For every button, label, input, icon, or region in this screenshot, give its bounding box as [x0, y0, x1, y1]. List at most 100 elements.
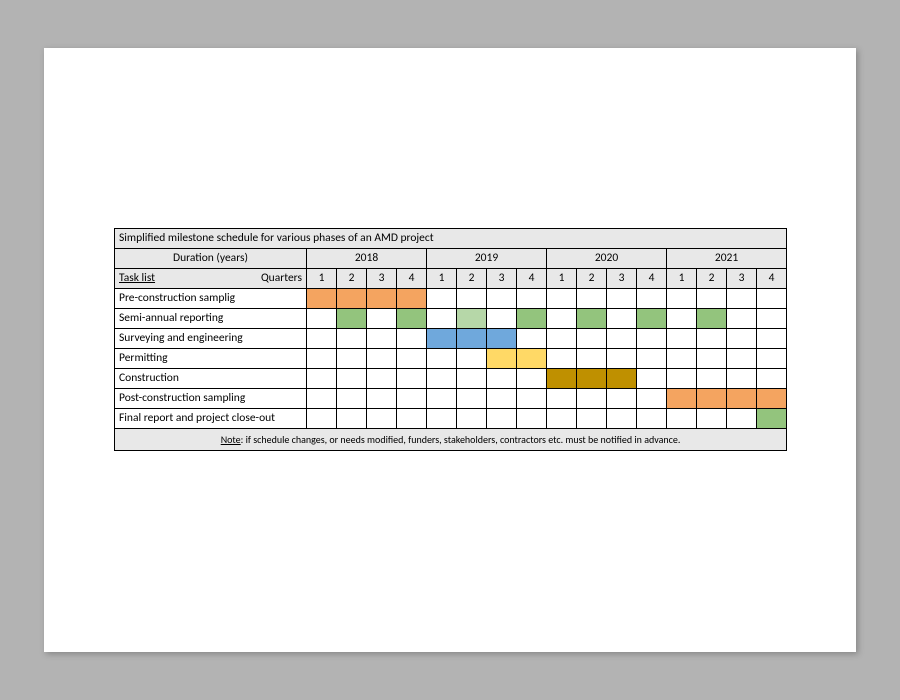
gantt-cell: [667, 289, 697, 309]
gantt-cell: [397, 369, 427, 389]
gantt-cell: [487, 369, 517, 389]
tasklist-label-right: Quarters: [261, 272, 302, 285]
gantt-cell: [757, 289, 787, 309]
gantt-cell: [397, 409, 427, 429]
gantt-cell: [697, 329, 727, 349]
gantt-chart: Simplified milestone schedule for variou…: [114, 228, 784, 451]
gantt-cell: [637, 349, 667, 369]
gantt-cell: [337, 389, 367, 409]
gantt-cell: [517, 289, 547, 309]
gantt-cell: [457, 349, 487, 369]
gantt-cell: [457, 409, 487, 429]
tasklist-header: Task list Quarters: [115, 269, 307, 289]
task-name: Surveying and engineering: [115, 329, 307, 349]
gantt-cell: [697, 289, 727, 309]
quarter-header: 2: [577, 269, 607, 289]
gantt-cell: [607, 289, 637, 309]
task-row: Surveying and engineering: [115, 329, 787, 349]
gantt-cell: [667, 389, 697, 409]
duration-label: Duration (years): [115, 249, 307, 269]
gantt-cell: [667, 349, 697, 369]
gantt-cell: [607, 389, 637, 409]
gantt-cell: [367, 289, 397, 309]
quarter-header: 3: [487, 269, 517, 289]
gantt-cell: [427, 349, 457, 369]
gantt-cell: [547, 349, 577, 369]
tasklist-label-left: Task list: [119, 272, 155, 285]
gantt-cell: [457, 329, 487, 349]
gantt-cell: [727, 309, 757, 329]
gantt-cell: [547, 389, 577, 409]
gantt-cell: [307, 369, 337, 389]
gantt-cell: [727, 409, 757, 429]
gantt-cell: [427, 389, 457, 409]
gantt-cell: [517, 369, 547, 389]
gantt-cell: [337, 329, 367, 349]
gantt-cell: [577, 369, 607, 389]
document-page: Simplified milestone schedule for variou…: [44, 48, 856, 652]
gantt-cell: [367, 329, 397, 349]
gantt-cell: [727, 289, 757, 309]
task-name: Construction: [115, 369, 307, 389]
task-name: Pre-construction samplig: [115, 289, 307, 309]
quarter-header: 1: [667, 269, 697, 289]
gantt-cell: [517, 409, 547, 429]
gantt-cell: [727, 329, 757, 349]
gantt-cell: [577, 409, 607, 429]
gantt-cell: [607, 409, 637, 429]
quarter-header: 4: [517, 269, 547, 289]
year-header-2021: 2021: [667, 249, 787, 269]
gantt-cell: [667, 309, 697, 329]
gantt-cell: [427, 329, 457, 349]
gantt-cell: [577, 329, 607, 349]
gantt-cell: [397, 289, 427, 309]
gantt-cell: [547, 309, 577, 329]
gantt-cell: [307, 409, 337, 429]
gantt-cell: [457, 369, 487, 389]
task-row: Construction: [115, 369, 787, 389]
gantt-cell: [637, 409, 667, 429]
gantt-cell: [367, 389, 397, 409]
gantt-cell: [637, 389, 667, 409]
quarter-header: 1: [547, 269, 577, 289]
task-name: Post-construction sampling: [115, 389, 307, 409]
gantt-table: Simplified milestone schedule for variou…: [114, 228, 787, 451]
gantt-cell: [727, 389, 757, 409]
gantt-cell: [367, 349, 397, 369]
footer-note: Note: if schedule changes, or needs modi…: [115, 429, 787, 451]
gantt-cell: [307, 289, 337, 309]
gantt-cell: [607, 309, 637, 329]
gantt-cell: [427, 409, 457, 429]
year-header-2018: 2018: [307, 249, 427, 269]
gantt-cell: [577, 349, 607, 369]
gantt-cell: [487, 409, 517, 429]
gantt-cell: [697, 349, 727, 369]
gantt-cell: [397, 309, 427, 329]
gantt-cell: [697, 389, 727, 409]
gantt-cell: [517, 309, 547, 329]
gantt-cell: [337, 409, 367, 429]
note-text: : if schedule changes, or needs modified…: [241, 433, 681, 446]
gantt-cell: [427, 369, 457, 389]
gantt-cell: [517, 349, 547, 369]
task-name: Final report and project close-out: [115, 409, 307, 429]
quarter-header: 3: [607, 269, 637, 289]
quarter-header: 4: [637, 269, 667, 289]
quarter-header: 3: [727, 269, 757, 289]
gantt-cell: [637, 309, 667, 329]
task-row: Semi-annual reporting: [115, 309, 787, 329]
task-name: Semi-annual reporting: [115, 309, 307, 329]
gantt-cell: [427, 309, 457, 329]
gantt-cell: [637, 289, 667, 309]
gantt-cell: [727, 349, 757, 369]
gantt-cell: [547, 289, 577, 309]
gantt-cell: [397, 389, 427, 409]
gantt-cell: [757, 349, 787, 369]
note-label: Note: [221, 433, 241, 446]
gantt-cell: [667, 369, 697, 389]
gantt-cell: [457, 309, 487, 329]
task-name: Permitting: [115, 349, 307, 369]
gantt-cell: [337, 289, 367, 309]
gantt-cell: [697, 369, 727, 389]
quarter-header: 3: [367, 269, 397, 289]
